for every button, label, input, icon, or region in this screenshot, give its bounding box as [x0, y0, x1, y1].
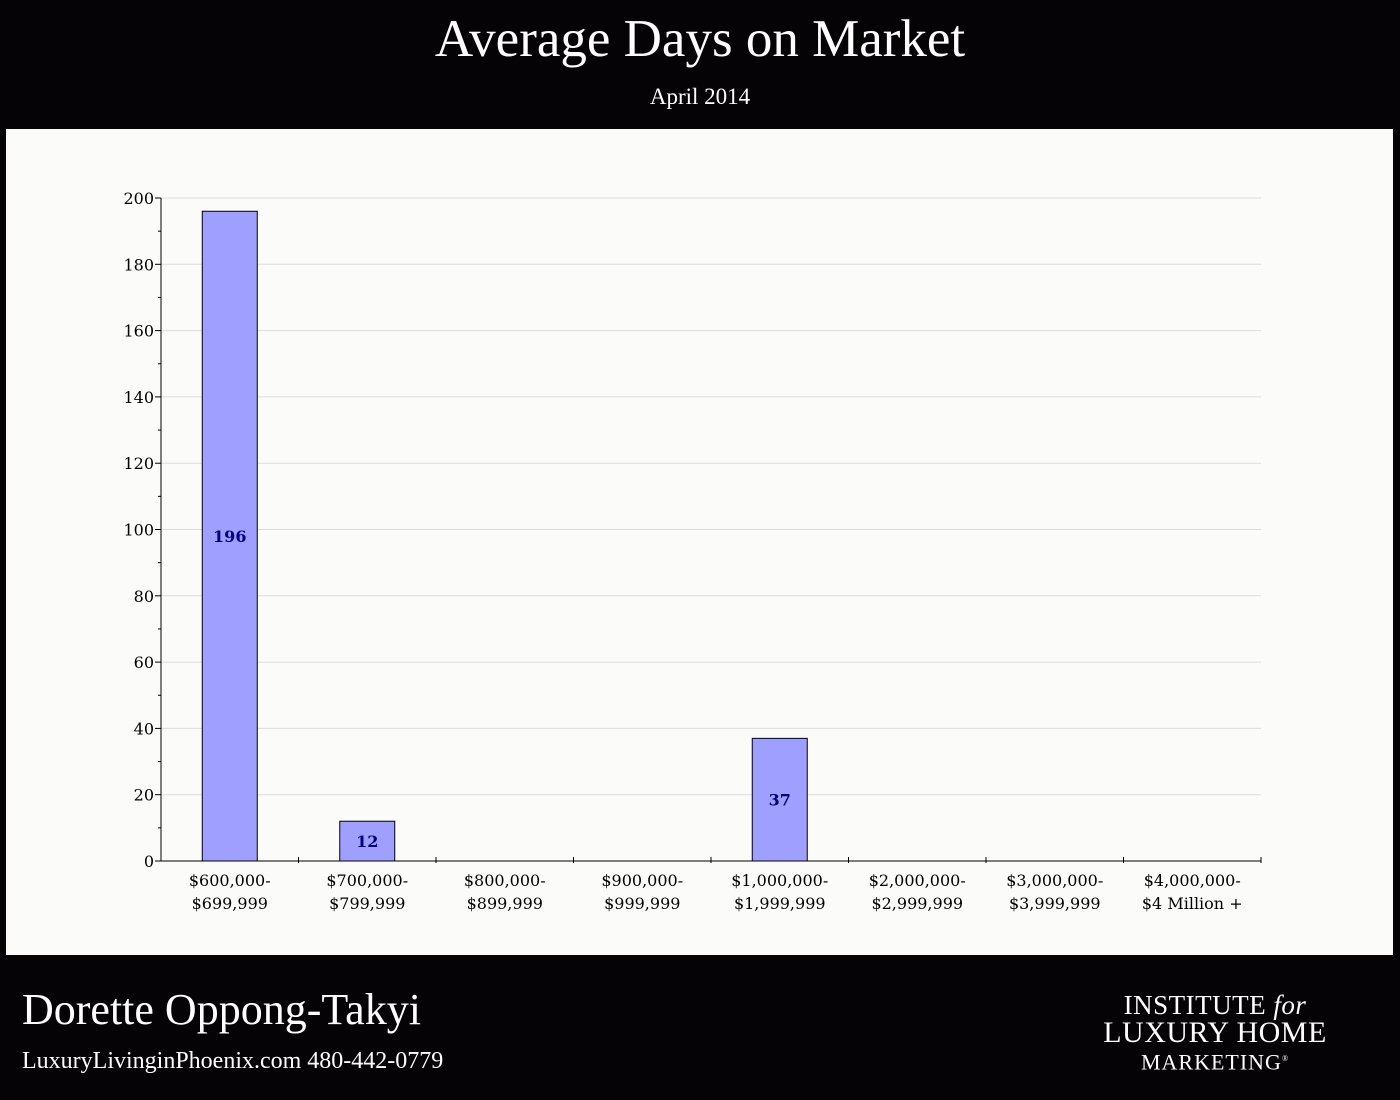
x-tick-label: $4,000,000- — [1144, 871, 1241, 890]
x-tick-label: $999,999 — [604, 894, 680, 913]
x-tick-label: $800,000- — [464, 871, 546, 890]
bar-data-label: 196 — [213, 527, 246, 546]
registered-mark: ® — [1281, 1054, 1290, 1063]
x-tick-label: $899,999 — [467, 894, 543, 913]
logo-line-3: MARKETING® — [1080, 1048, 1350, 1073]
y-tick-label: 180 — [123, 255, 154, 274]
logo-line-1: INSTITUTE for — [1080, 990, 1350, 1020]
bar-data-label: 12 — [356, 832, 378, 851]
logo-word-marketing: MARKETING — [1140, 1049, 1282, 1075]
bar — [751, 737, 808, 862]
bar-chart: 0 20 40 60 80 100 120 140 160 180 200 196 $600,000- $… — [123, 189, 1262, 913]
bar — [339, 820, 396, 862]
logo-line-2: LUXURY HOME — [1103, 1016, 1327, 1049]
chart-panel: 0 20 40 60 80 100 120 140 160 180 200 196 $600,000- $… — [6, 129, 1393, 955]
agent-name: Dorette Oppong-Takyi — [22, 985, 421, 1034]
y-tick-label: 60 — [134, 653, 154, 672]
x-tick-label: $2,000,000- — [869, 871, 966, 890]
x-tick-label: $900,000- — [601, 871, 683, 890]
chart-subtitle: April 2014 — [649, 84, 751, 109]
y-tick-label: 80 — [134, 587, 154, 606]
y-tick-label: 140 — [123, 388, 154, 407]
logo-word-institute: INSTITUTE — [1123, 990, 1267, 1020]
x-tick-label: $600,000- — [189, 871, 271, 890]
header: Average Days on Market April 2014 — [0, 0, 1400, 128]
x-tick-label: $799,999 — [329, 894, 405, 913]
y-tick-label: 0 — [144, 852, 154, 871]
x-tick-label: $1,999,999 — [734, 894, 826, 913]
y-tick-label: 20 — [134, 786, 154, 805]
x-tick-label: $699,999 — [192, 894, 268, 913]
chart-title: Average Days on Market — [434, 10, 966, 68]
x-tick-label: $1,000,000- — [731, 871, 828, 890]
y-tick-label: 40 — [134, 719, 154, 738]
y-tick-label: 200 — [123, 189, 154, 208]
x-tick-label: $3,000,000- — [1006, 871, 1103, 890]
x-tick-label: $2,999,999 — [871, 894, 963, 913]
bar-data-label: 37 — [769, 791, 791, 810]
y-tick-label: 100 — [123, 521, 154, 540]
x-tick-label: $3,999,999 — [1009, 894, 1101, 913]
institute-logo: INSTITUTE for LUXURY HOME MARKETING® — [1080, 992, 1350, 1073]
footer: Dorette Oppong-Takyi LuxuryLivinginPhoen… — [0, 956, 1400, 1100]
x-tick-label: $700,000- — [326, 871, 408, 890]
y-tick-label: 120 — [123, 454, 154, 473]
logo-word-for: for — [1273, 990, 1307, 1020]
bar — [201, 210, 258, 862]
y-tick-label: 160 — [123, 322, 154, 341]
x-tick-label: $4 Million + — [1142, 894, 1243, 913]
agent-contact: LuxuryLivinginPhoenix.com 480-442-0779 — [22, 1048, 444, 1074]
